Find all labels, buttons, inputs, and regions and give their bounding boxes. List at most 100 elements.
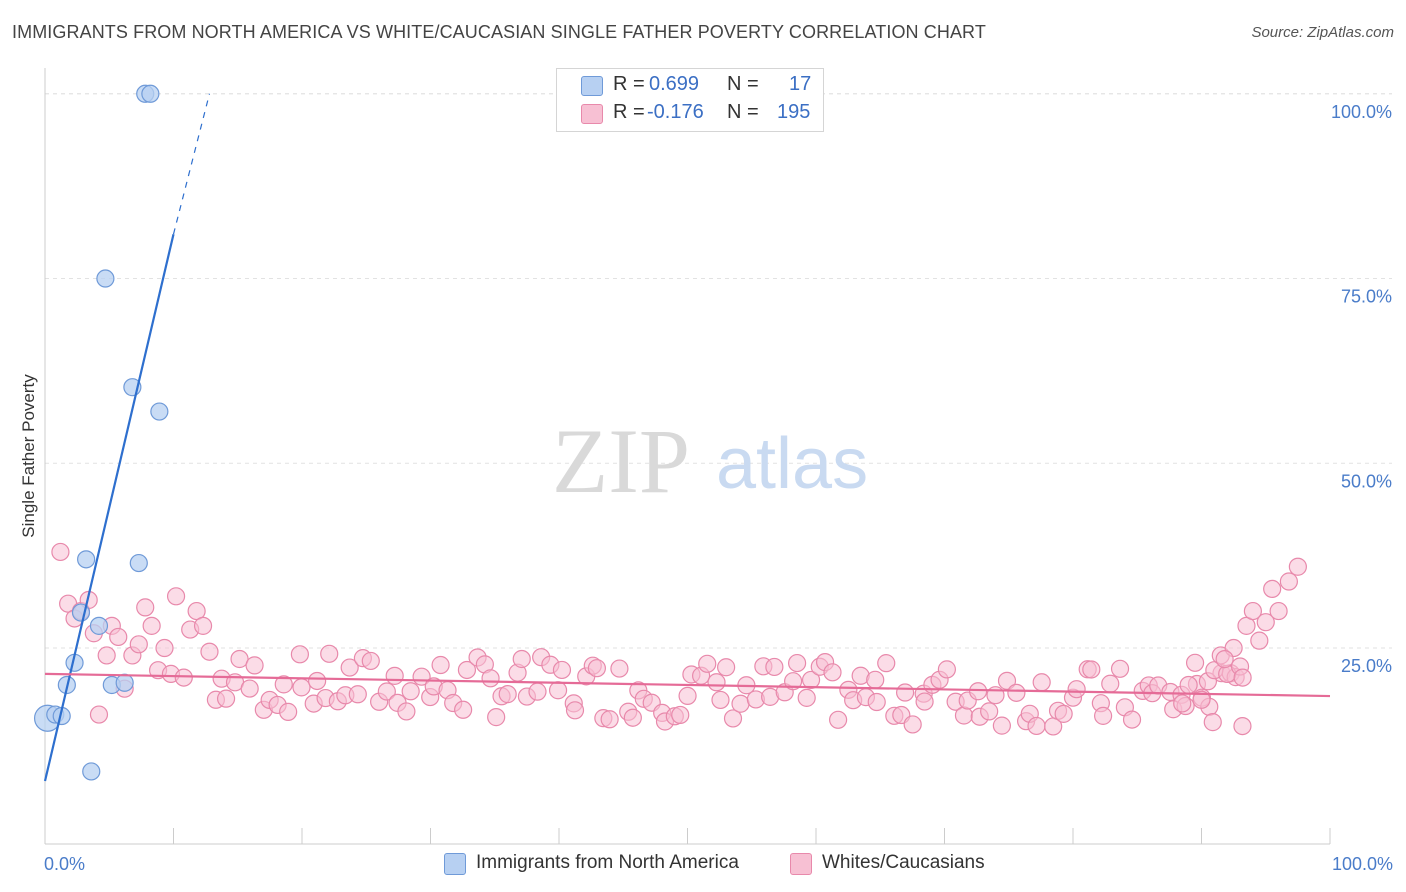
legend-n-value: 195 [777, 101, 811, 123]
whites-point [487, 708, 506, 727]
whites-point [565, 701, 585, 720]
whites-point [129, 635, 148, 654]
legend-r-value: 0.699 [649, 73, 700, 95]
whites-point [587, 659, 606, 678]
whites-point [290, 645, 309, 664]
whites-point [1027, 716, 1046, 736]
whites-point [954, 706, 974, 725]
whites-point [1269, 601, 1288, 621]
watermark-zip: ZIP [552, 410, 690, 512]
whites-point [498, 685, 517, 704]
whites-point [784, 672, 803, 691]
whites-point [937, 660, 956, 679]
immigrants-point [89, 616, 109, 635]
whites-point [1122, 710, 1142, 729]
immigrants-trend-line [43, 233, 175, 782]
whites-point [51, 542, 70, 562]
whites-point [1233, 716, 1252, 736]
whites-point [89, 705, 109, 724]
whites-point [801, 670, 821, 690]
source-label: Source: ZipAtlas.com [1251, 24, 1394, 41]
whites-point [1233, 668, 1252, 687]
whites-point [361, 651, 380, 671]
whites-point [1082, 660, 1101, 679]
whites-point [240, 679, 259, 698]
whites-point [348, 685, 367, 704]
whites-point [1185, 653, 1205, 672]
whites-point [829, 710, 848, 729]
whites-point [166, 587, 186, 606]
immigrants-point [150, 402, 169, 421]
whites-point [512, 649, 531, 669]
whites-point [109, 627, 128, 647]
whites-point [1250, 631, 1269, 650]
whites-point [698, 654, 717, 673]
trend-lines [43, 93, 1331, 782]
whites-point [548, 681, 568, 700]
immigrants-point [129, 553, 148, 573]
whites-point [877, 654, 896, 673]
whites-point [1173, 694, 1192, 713]
whites-point [1192, 690, 1211, 709]
whites-point [245, 656, 264, 675]
whites-point [895, 683, 915, 702]
whites-point [1243, 601, 1263, 621]
tick-labels: 25.0% 50.0% 75.0% 100.0% 0.0% 100.0% [44, 102, 1393, 874]
whites-point [431, 655, 450, 675]
whites-point [717, 658, 736, 677]
whites-point [397, 702, 416, 721]
grid-lines [45, 93, 1392, 649]
y-tick-label: 25.0% [1341, 656, 1392, 676]
whites-point [528, 682, 547, 701]
whites-point [155, 638, 174, 658]
whites-point [230, 649, 249, 669]
whites-point [174, 668, 193, 687]
whites-point [915, 692, 934, 711]
whites-point [823, 663, 842, 682]
immigrants-point [115, 673, 134, 692]
x-tick-label-left: 0.0% [44, 854, 85, 874]
whites-point [1094, 706, 1113, 725]
y-tick-label: 100.0% [1331, 102, 1392, 122]
whites-point [610, 659, 629, 678]
whites-point [340, 658, 359, 677]
whites-point [1032, 673, 1051, 692]
immigrants-point [96, 269, 115, 288]
whites-point [1279, 572, 1298, 591]
whites-point [1054, 704, 1073, 723]
y-tick-label: 75.0% [1341, 287, 1392, 307]
whites-point [1101, 674, 1120, 693]
whites-points [51, 542, 1307, 736]
whites-point [866, 670, 885, 689]
whites-point [1110, 659, 1130, 678]
legend-r-value: -0.176 [647, 101, 704, 123]
whites-point [1179, 675, 1198, 695]
legend-swatch-blue [581, 76, 603, 96]
whites-point [992, 716, 1011, 735]
whites-point [903, 715, 922, 734]
legend-n-value: 17 [789, 73, 812, 95]
whites-point [552, 660, 572, 680]
whites-point [797, 688, 816, 707]
whites-point [765, 657, 784, 677]
whites-point [454, 700, 473, 719]
whites-point [274, 675, 293, 694]
stats-legend: R = 0.699 N = 17 R = -0.176 N = 195 [556, 68, 824, 132]
whites-point [1256, 613, 1275, 632]
whites-point [308, 671, 327, 691]
whites-point [1288, 557, 1307, 576]
watermark: ZIP atlas [552, 410, 868, 512]
whites-point [401, 682, 420, 701]
whites-point [788, 653, 807, 673]
whites-point [600, 710, 619, 729]
whites-point [377, 682, 396, 701]
whites-point [292, 678, 311, 697]
whites-point [1007, 683, 1026, 702]
legend-swatch-pink [581, 104, 603, 124]
whites-point [731, 694, 750, 713]
whites-point [1203, 713, 1222, 732]
whites-point [1263, 579, 1282, 599]
whites-point [623, 708, 642, 727]
x-tick-label-right: 100.0% [1332, 854, 1393, 874]
